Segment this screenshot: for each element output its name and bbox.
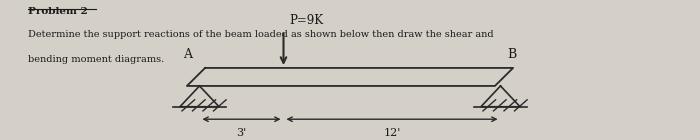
Text: Problem 2: Problem 2 — [28, 7, 88, 16]
Text: 12': 12' — [384, 128, 400, 137]
Text: A: A — [183, 48, 192, 61]
Text: 3': 3' — [237, 128, 246, 137]
Text: bending moment diagrams.: bending moment diagrams. — [28, 55, 164, 64]
Text: B: B — [508, 48, 517, 61]
Text: P=9K: P=9K — [289, 14, 323, 27]
Text: Determine the support reactions of the beam loaded as shown below then draw the : Determine the support reactions of the b… — [28, 31, 493, 39]
